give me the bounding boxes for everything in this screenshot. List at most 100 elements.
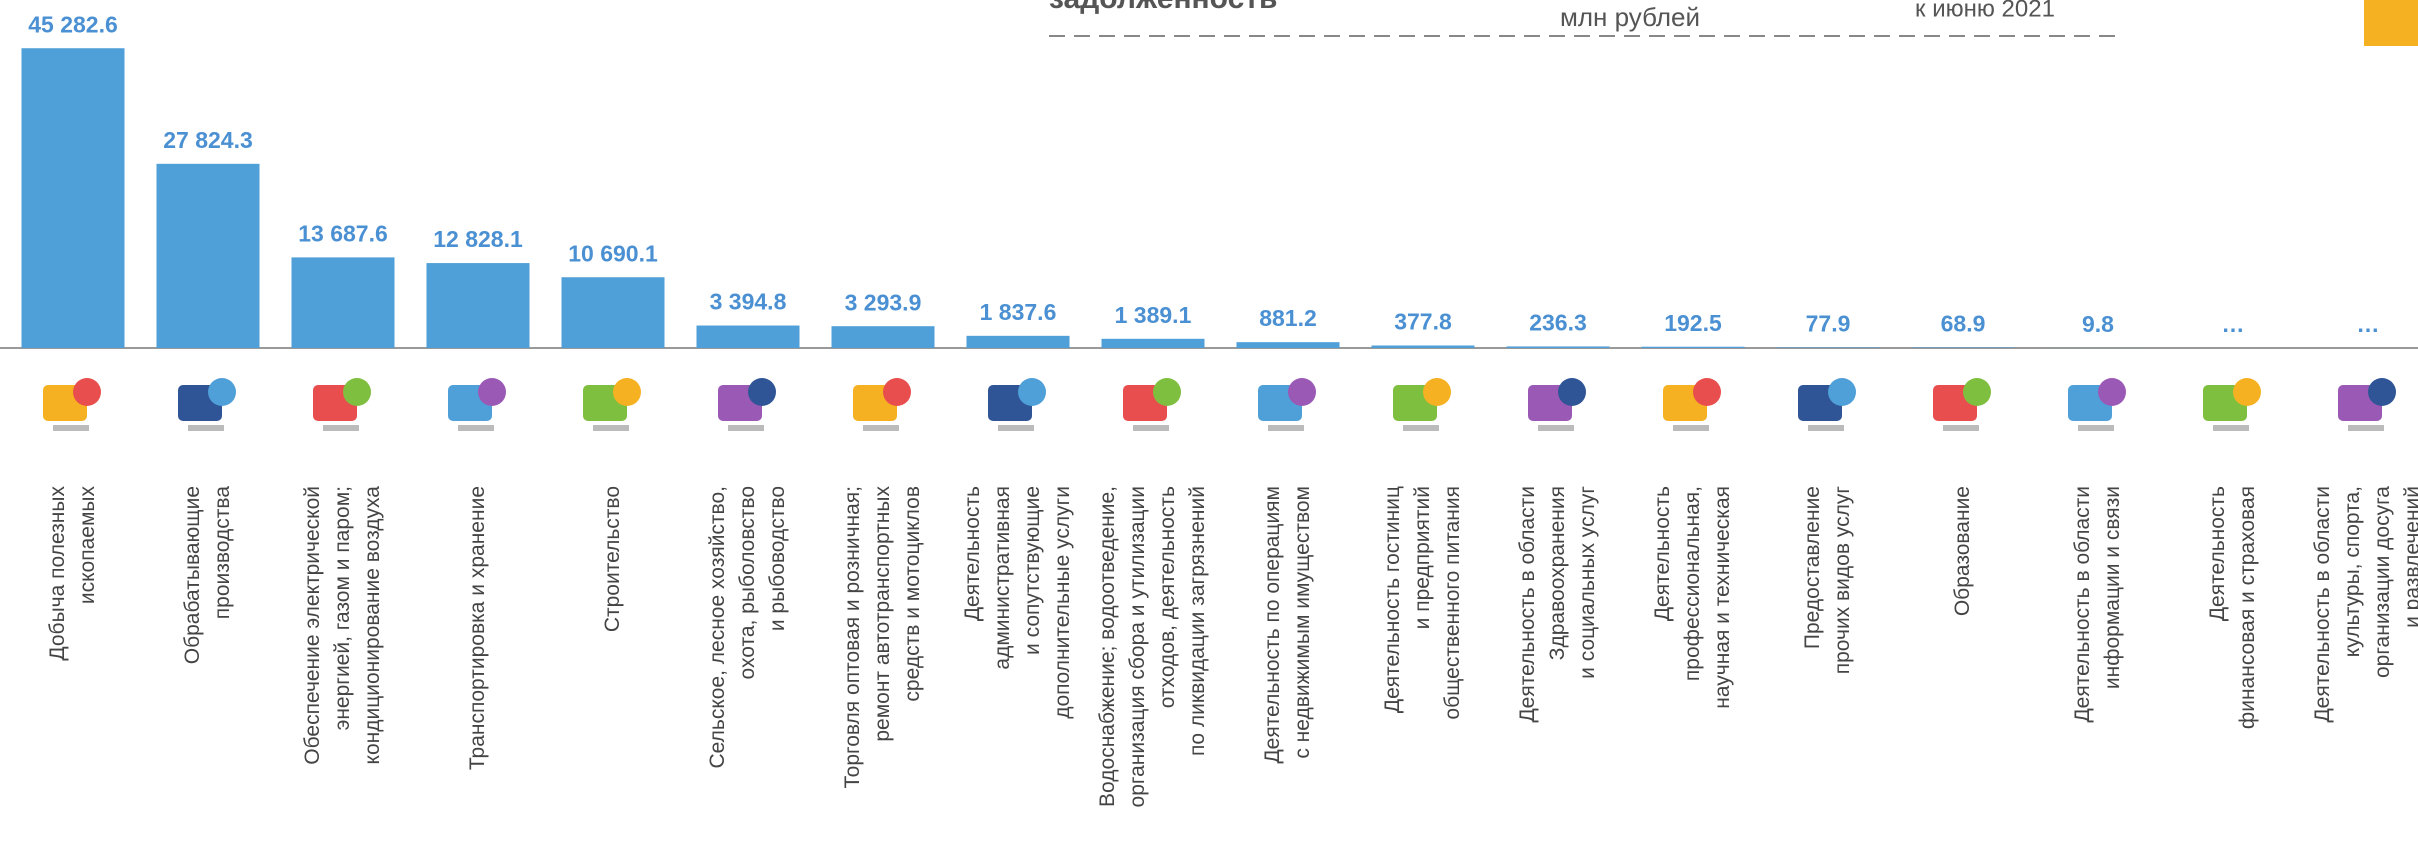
icon-part [2098, 378, 2126, 406]
value-label: 192.5 [1664, 310, 1722, 336]
category-label-line: ремонт автотранспортных [871, 486, 894, 742]
value-label: 12 828.1 [433, 226, 523, 252]
category-label-line: Деятельность [1651, 486, 1674, 621]
icon-part [2078, 425, 2114, 431]
category-label-line: Деятельность в области [2311, 486, 2334, 723]
icon-part [2368, 378, 2396, 406]
category-label-line: профессиональная, [1681, 486, 1704, 681]
category-icon [1393, 378, 1451, 431]
category-label-line: административная [991, 486, 1014, 670]
icon-part [1403, 425, 1439, 431]
value-label: 236.3 [1529, 310, 1587, 336]
category-label: Деятельность финансовая и страховая [2206, 486, 2259, 729]
category-label-line: Водоснабжение; водоотведение, [1096, 486, 1119, 807]
icon-part [2213, 425, 2249, 431]
bar [426, 263, 530, 348]
category-label: Деятельность по операциям с недвижимым им… [1261, 486, 1314, 764]
value-label: 881.2 [1259, 305, 1317, 331]
category-icon [2203, 378, 2261, 431]
category-label: Деятельность гостиниц и предприятий общест… [1381, 486, 1464, 720]
category-icon [2068, 378, 2126, 431]
category-label-line: с недвижимым имуществом [1291, 486, 1314, 759]
value-label: … [2222, 311, 2245, 337]
category-label-line: организация сбора и утилизации [1126, 486, 1149, 807]
icon-part [2348, 425, 2384, 431]
value-label: 3 293.9 [845, 289, 922, 315]
icon-part [53, 425, 89, 431]
category-label-line: отходов, деятельность [1156, 486, 1179, 708]
category-label-line: и предприятий [1411, 486, 1434, 629]
bar [1506, 346, 1610, 348]
icon-part [1963, 378, 1991, 406]
value-label: … [2357, 311, 2380, 337]
category-label-line: и сопутствующие [1021, 486, 1044, 655]
category-icon [1798, 378, 1856, 431]
category-label-line: и развлечений [2401, 486, 2418, 628]
chart-title: задолженность [1049, 0, 1277, 15]
corner-badge [2364, 0, 2418, 46]
category-label-line: организации досуга [2371, 486, 2394, 678]
category-label-line: Деятельность по операциям [1261, 486, 1284, 764]
category-icon [1933, 378, 1991, 431]
value-label: 377.8 [1394, 309, 1452, 335]
value-label: 10 690.1 [568, 240, 658, 266]
category-icon [43, 378, 101, 431]
category-label-line: культуры, спорта, [2341, 486, 2364, 657]
category-label: Деятельность в области Здравоохранения и с… [1516, 486, 1599, 723]
icon-part [1673, 425, 1709, 431]
category-label-line: Обеспечение электрической [301, 486, 324, 765]
bar [966, 335, 1070, 348]
category-label-line: финансовая и страховая [2236, 486, 2259, 729]
chart-subtitle: млн рублей [1560, 2, 1700, 32]
category-label: Строительство [601, 486, 624, 632]
icon-part [998, 425, 1034, 431]
category-label-line: и рыбоводство [766, 486, 789, 631]
icon-part [1268, 425, 1304, 431]
icon-part [188, 425, 224, 431]
icon-part [323, 425, 359, 431]
category-label-line: Здравоохранения [1546, 486, 1569, 660]
category-label: Деятельность профессиональная, научная и т… [1651, 486, 1734, 709]
icon-part [478, 378, 506, 406]
bar [1641, 346, 1745, 348]
category-label-line: Добыча полезных [46, 486, 69, 661]
bar [696, 325, 800, 348]
category-label: Образование [1951, 486, 1974, 616]
category-label-line: прочих видов услуг [1831, 486, 1854, 675]
value-label: 13 687.6 [298, 220, 388, 246]
category-icon [178, 378, 236, 431]
category-icon [988, 378, 1046, 431]
icon-part [1808, 425, 1844, 431]
category-label-line: охота, рыболовство [736, 486, 759, 679]
category-icon [1123, 378, 1181, 431]
category-icon [1663, 378, 1721, 431]
category-label: Добыча полезных ископаемых [46, 486, 99, 661]
icon-part [1538, 425, 1574, 431]
category-icon [1258, 378, 1316, 431]
category-label-line: Деятельность в области [2071, 486, 2094, 723]
icon-part [883, 378, 911, 406]
value-label: 77.9 [1806, 311, 1851, 337]
icon-part [1133, 425, 1169, 431]
icon-part [1558, 378, 1586, 406]
category-label-line: кондиционирование воздуха [361, 486, 384, 765]
category-label: Транспортировка и хранение [466, 486, 489, 770]
category-label: Деятельность в области культуры, спорта, о… [2311, 486, 2418, 723]
category-icon [853, 378, 911, 431]
bar [1101, 338, 1205, 348]
category-label-line: Сельское, лесное хозяйство, [706, 486, 729, 769]
category-label-line: дополнительные услуги [1051, 486, 1074, 719]
value-label: 9.8 [2082, 311, 2114, 337]
category-label-line: Предоставление [1801, 486, 1824, 649]
icon-part [1153, 378, 1181, 406]
bar [291, 257, 395, 348]
category-label-line: ископаемых [76, 486, 99, 605]
icon-part [1288, 378, 1316, 406]
icon-part [863, 425, 899, 431]
category-icon [718, 378, 776, 431]
category-label-line: Образование [1951, 486, 1974, 616]
bar [1371, 345, 1475, 348]
category-icon [448, 378, 506, 431]
